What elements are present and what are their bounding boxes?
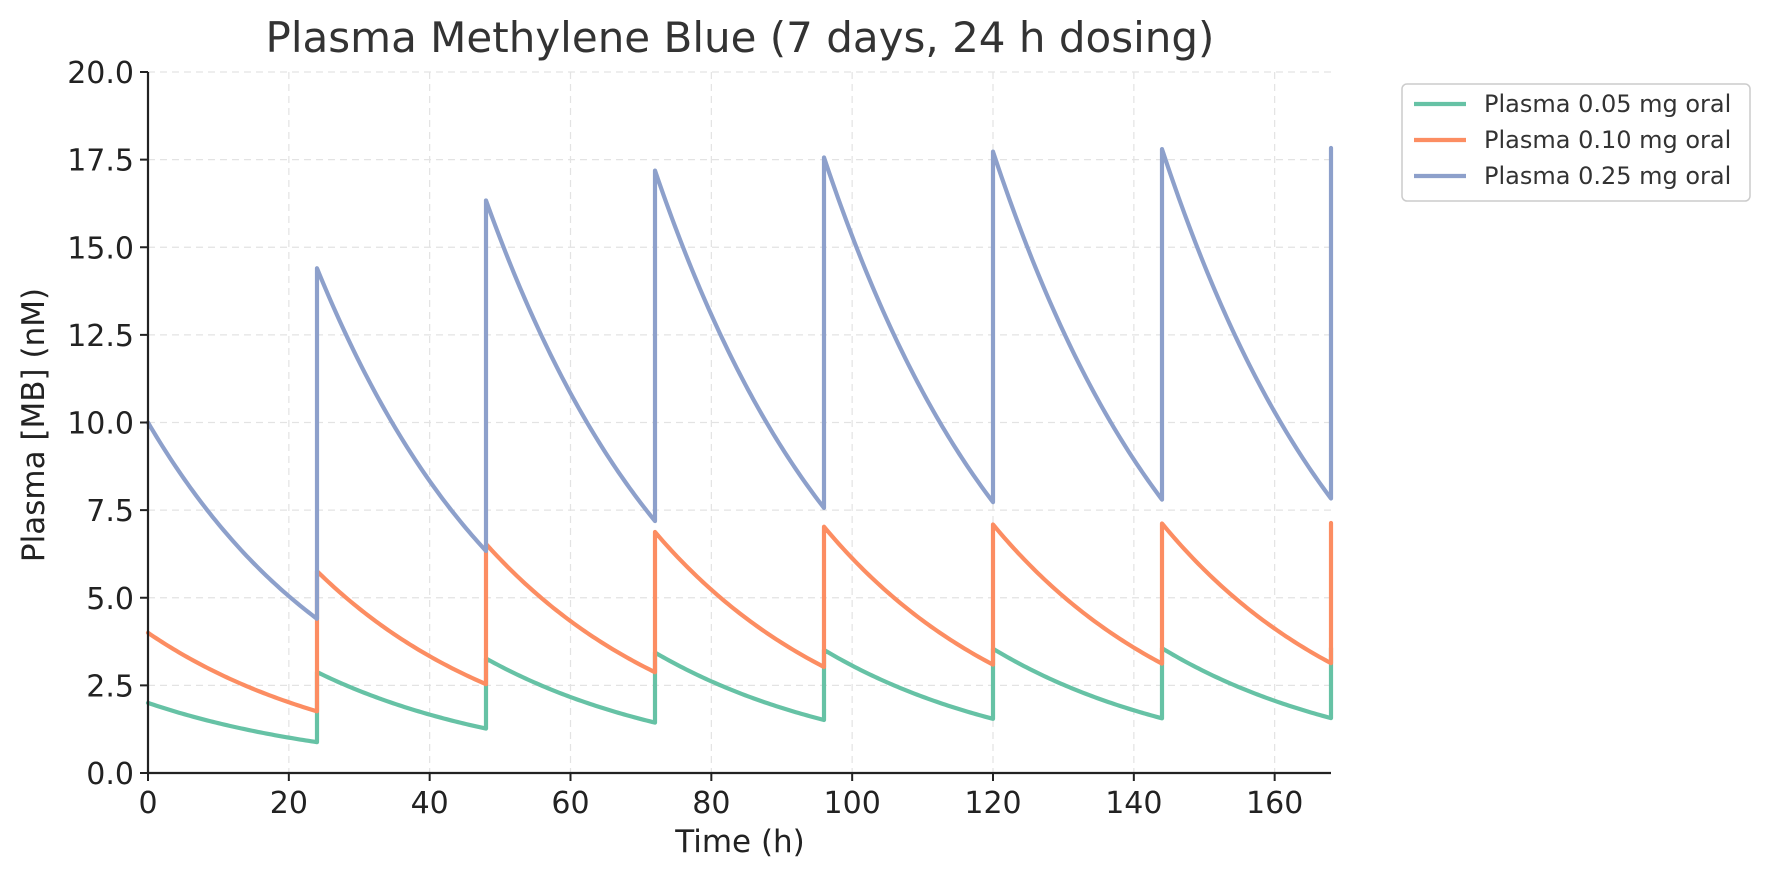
- series-group: [145, 145, 1334, 745]
- y-tick-label: 12.5: [67, 319, 134, 354]
- x-axis-label: Time (h): [674, 824, 805, 860]
- series-line-3: [145, 145, 1334, 621]
- legend-label-3: Plasma 0.25 mg oral: [1484, 162, 1731, 190]
- x-tick-label: 160: [1246, 786, 1303, 821]
- x-tick-label: 40: [411, 786, 449, 821]
- y-tick-label: 15.0: [67, 231, 134, 266]
- x-tick-label: 140: [1105, 786, 1162, 821]
- x-tick-label: 120: [964, 786, 1021, 821]
- x-tick-label: 100: [824, 786, 881, 821]
- x-tick-label: 60: [551, 786, 589, 821]
- y-tick-label: 20.0: [67, 56, 134, 91]
- ticks: 0 20 40 60 80 100 120 140 160 0.0 2.5 5.0 7.5 10.0 12.…: [67, 56, 1303, 821]
- y-axis-label: Plasma [MB] (nM): [16, 288, 52, 562]
- chart-title: Plasma Methylene Blue (7 days, 24 h dosi…: [266, 13, 1215, 62]
- legend-box: [1401, 83, 1751, 202]
- legend-label-1: Plasma 0.05 mg oral: [1484, 90, 1731, 118]
- y-tick-label: 0.0: [86, 757, 134, 792]
- series-line-2: [145, 520, 1334, 714]
- legend-label-2: Plasma 0.10 mg oral: [1484, 126, 1731, 154]
- y-tick-label: 5.0: [86, 582, 134, 617]
- y-tick-label: 10.0: [67, 407, 134, 442]
- x-tick-label: 0: [138, 786, 157, 821]
- y-tick-label: 7.5: [86, 494, 134, 529]
- y-tick-label: 2.5: [86, 669, 134, 704]
- series-line-1: [145, 645, 1334, 745]
- x-tick-label: 20: [270, 786, 308, 821]
- y-tick-label: 17.5: [67, 144, 134, 179]
- grid-lines: [148, 71, 1331, 773]
- x-tick-label: 80: [692, 786, 730, 821]
- legend: Plasma 0.05 mg oral Plasma 0.10 mg oral Pl…: [1401, 83, 1751, 202]
